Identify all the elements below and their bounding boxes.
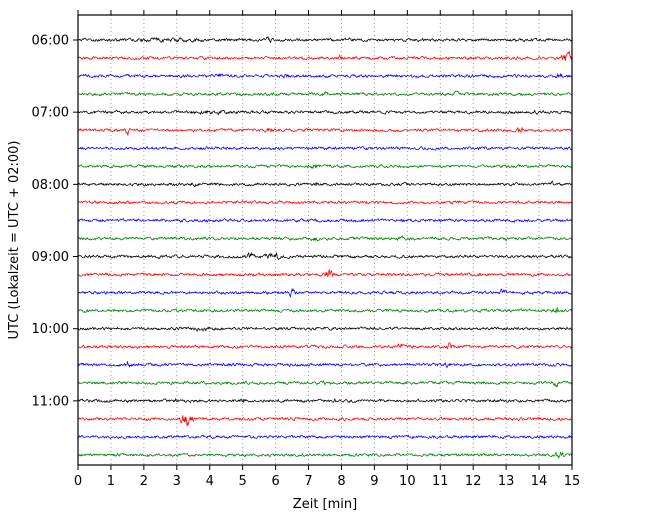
seismo-trace-0745 [77, 163, 573, 169]
x-tick-label: 11 [432, 474, 449, 489]
x-tick-label: 0 [74, 474, 82, 489]
seismo-trace-0715 [77, 126, 573, 137]
x-tick-label: 2 [140, 474, 148, 489]
seismo-trace-1130 [77, 434, 573, 440]
seismo-traces [77, 35, 573, 460]
seismo-trace-0830 [77, 218, 573, 223]
seismo-trace-0845 [77, 235, 573, 242]
x-tick-label: 15 [564, 474, 581, 489]
seismo-trace-1115 [77, 415, 573, 427]
x-tick-label: 13 [498, 474, 515, 489]
seismo-trace-1000 [77, 326, 573, 333]
seismo-trace-1045 [77, 380, 573, 388]
x-tick-label: 7 [304, 474, 312, 489]
x-axis-label: Zeit [min] [293, 497, 357, 512]
seismo-trace-0645 [77, 90, 573, 97]
seismo-trace-0900 [77, 251, 573, 260]
seismo-trace-1145 [77, 451, 573, 460]
seismo-trace-0930 [77, 287, 573, 299]
y-tick-label: 10:00 [32, 322, 69, 337]
seismo-trace-0615 [77, 50, 573, 61]
seismo-trace-0800 [77, 180, 573, 188]
seismo-trace-1030 [77, 360, 573, 369]
seismo-trace-0700 [77, 109, 573, 116]
x-tick-label: 8 [337, 474, 345, 489]
x-tick-label: 1 [107, 474, 115, 489]
y-tick-label: 11:00 [32, 394, 69, 409]
y-tick-labels: 06:00 07:00 08:00 09:00 10:00 11:00 [32, 34, 69, 410]
y-tick-label: 08:00 [32, 178, 69, 193]
x-tick-label: 3 [173, 474, 181, 489]
y-tick-label: 09:00 [32, 250, 69, 265]
x-tick-label: 6 [271, 474, 279, 489]
y-tick-label: 06:00 [32, 34, 69, 49]
x-tick-label: 5 [239, 474, 247, 489]
plot-border [77, 14, 573, 466]
axis-ticks [73, 10, 573, 470]
seismo-trace-0730 [77, 146, 573, 151]
seismo-trace-0915 [77, 269, 573, 277]
y-axis-label: UTC (Lokalzeit = UTC + 02:00) [7, 141, 22, 340]
x-tick-labels: 0 1 2 3 4 5 6 7 8 9 10 11 12 13 14 15 [74, 474, 580, 489]
seismo-trace-0600 [77, 35, 573, 44]
x-tick-label: 14 [531, 474, 548, 489]
seismo-trace-1015 [77, 342, 573, 350]
x-tick-label: 4 [206, 474, 214, 489]
seismo-trace-0815 [77, 200, 573, 205]
y-tick-label: 07:00 [32, 106, 69, 121]
seismo-trace-0945 [77, 306, 573, 314]
x-tick-label: 12 [465, 474, 482, 489]
x-tick-label: 10 [399, 474, 416, 489]
x-tick-label: 9 [370, 474, 378, 489]
seismo-trace-0630 [77, 72, 573, 79]
seismo-trace-1100 [77, 397, 573, 404]
